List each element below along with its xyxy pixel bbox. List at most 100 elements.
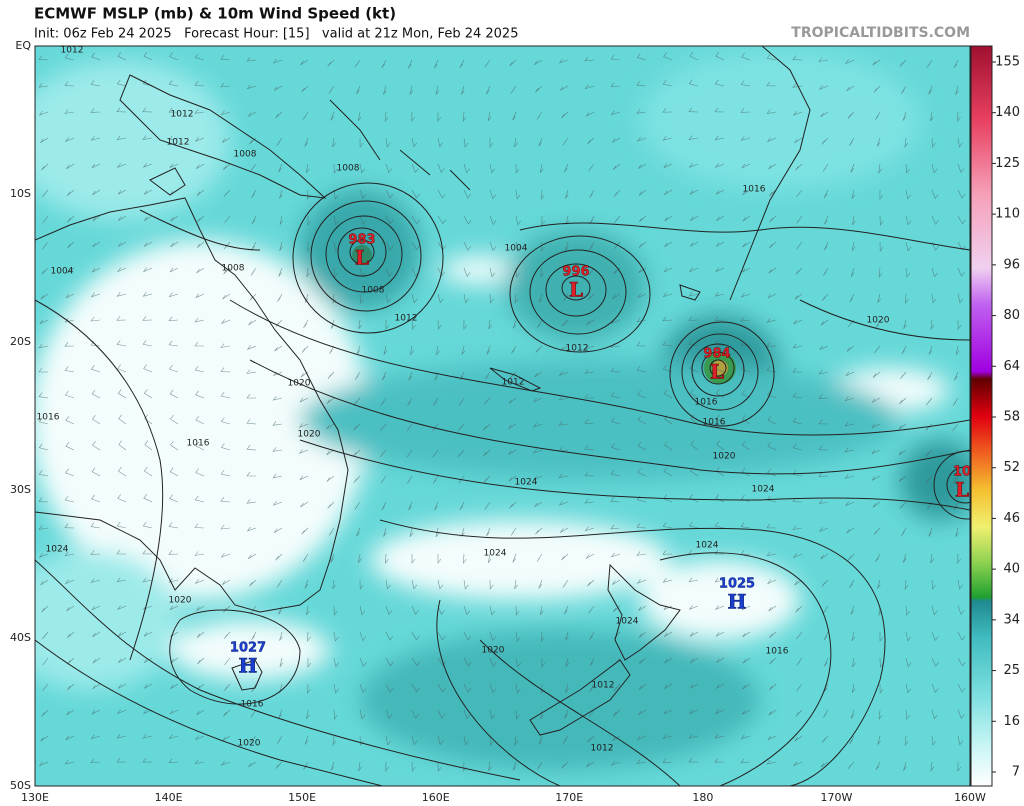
wind-barb [197, 657, 205, 665]
wind-barb [300, 371, 309, 378]
wind-barb [689, 631, 699, 637]
wind-barb [662, 292, 673, 298]
wind-barb [561, 761, 569, 769]
wind-barb [274, 345, 283, 352]
wind-barb [432, 449, 439, 458]
wind-barb [220, 392, 231, 399]
wind-barb [931, 267, 938, 278]
wind-barb [930, 319, 935, 331]
wind-barb [65, 416, 75, 425]
wind-barb [354, 501, 361, 510]
wind-barb [90, 136, 101, 141]
wind-barb [794, 137, 803, 144]
wind-barb [380, 475, 387, 484]
wind-barb [274, 527, 283, 533]
wind-barb [901, 345, 907, 355]
wind-barb [688, 291, 699, 297]
wind-barb [930, 553, 934, 564]
wind-barb [508, 449, 517, 456]
wind-barb [534, 371, 543, 378]
wind-barb [220, 343, 231, 348]
wind-barb [741, 267, 751, 273]
isobar-label: 1020 [713, 452, 736, 462]
wind-barb [818, 85, 829, 90]
wind-barb [64, 137, 75, 143]
wind-barb [221, 137, 231, 143]
wind-barb [871, 423, 881, 429]
wind-barb [333, 657, 340, 668]
wind-barb [194, 53, 205, 61]
wind-barb [463, 709, 471, 720]
wind-barb [90, 734, 101, 740]
wind-barb [795, 163, 803, 171]
wind-barb [359, 657, 367, 668]
wind-barb [766, 759, 777, 765]
wind-barbs [38, 51, 966, 772]
wind-barb [957, 761, 962, 772]
wind-barb [875, 761, 881, 771]
wind-barb [820, 553, 829, 560]
wind-barb [359, 579, 364, 590]
wind-barb [385, 761, 389, 772]
wind-barb [931, 631, 939, 642]
colorbar-tick-label: 80 [1003, 308, 1020, 323]
wind-barb [194, 341, 205, 347]
wind-barb [459, 501, 465, 511]
wind-barb [688, 709, 699, 715]
wind-barb [91, 52, 101, 61]
wind-barb [434, 371, 439, 381]
wind-barb [306, 163, 310, 173]
wind-barb [509, 59, 517, 67]
wind-barb [306, 267, 310, 278]
wind-barb [246, 56, 257, 62]
wind-barb [849, 293, 855, 303]
wind-barb [714, 577, 725, 583]
wind-barb [64, 317, 75, 323]
pressure-value: 1025 [719, 577, 755, 592]
wind-barb [957, 579, 963, 590]
colorbar-tick-label: 155 [995, 55, 1020, 70]
wind-barb [559, 85, 569, 91]
wind-barb [586, 761, 595, 768]
pressure-value: 996 [562, 265, 589, 280]
wind-barb [406, 449, 413, 458]
wind-barb [818, 472, 829, 477]
wind-barb [333, 241, 339, 252]
longitude-label: 160E [422, 791, 450, 804]
wind-barb [168, 578, 179, 583]
wind-barb [715, 241, 725, 247]
wind-barb [220, 524, 231, 530]
wind-barb [690, 466, 699, 477]
pressure-symbol: L [955, 478, 969, 502]
pressure-symbol: L [355, 246, 369, 270]
wind-barb [65, 735, 75, 741]
wind-barb [92, 215, 101, 222]
wind-barb [849, 735, 855, 745]
wind-barb [38, 110, 49, 116]
wind-barb [900, 371, 907, 380]
wind-barb [330, 553, 335, 563]
wind-barb [116, 605, 127, 611]
wind-barb [463, 631, 472, 641]
wind-barb [272, 473, 283, 479]
wind-barb [196, 683, 205, 690]
wind-barb [333, 631, 339, 642]
wind-barb [40, 137, 49, 144]
wind-barb [67, 657, 75, 665]
wind-barb [927, 371, 933, 380]
wind-barb [905, 605, 910, 616]
isobar-label: 1020 [867, 316, 890, 326]
wind-barb [899, 397, 907, 405]
wind-barb [540, 267, 544, 278]
wind-barb [246, 419, 257, 425]
wind-barb [411, 267, 419, 277]
wind-barb [484, 59, 491, 68]
wind-barb [931, 605, 938, 616]
wind-barb [515, 163, 520, 174]
wind-barb [664, 215, 673, 222]
wind-barb [489, 657, 497, 668]
wind-barb [589, 631, 595, 640]
wind-barb [222, 293, 231, 300]
wind-barb [117, 494, 127, 503]
wind-barb [560, 527, 569, 533]
